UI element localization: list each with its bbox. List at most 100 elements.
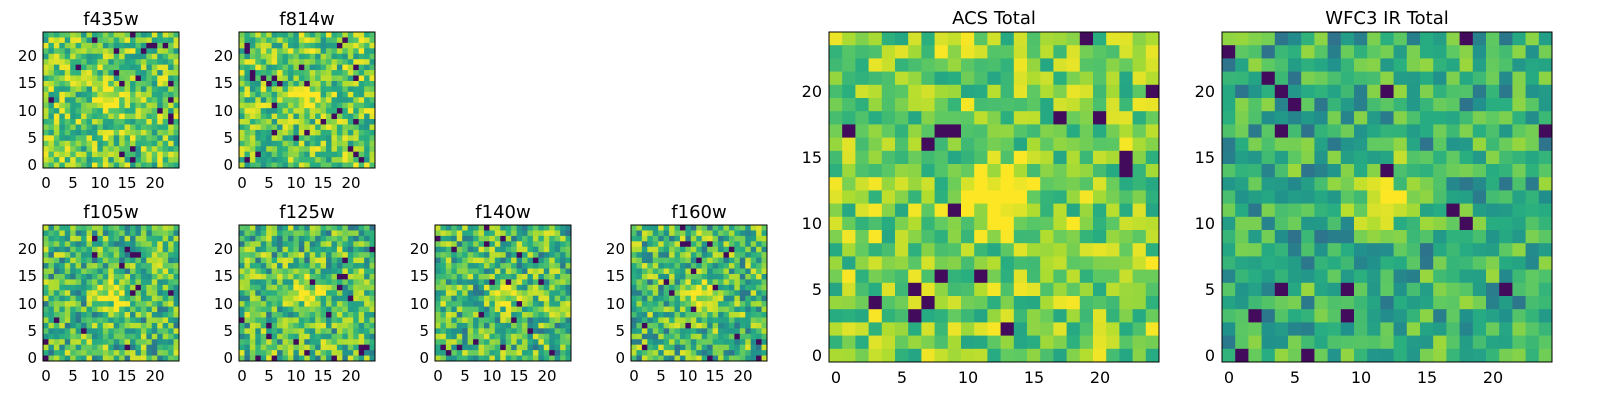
heatmap-cell xyxy=(277,80,283,87)
heatmap-cell xyxy=(658,225,665,231)
heatmap-cell xyxy=(696,339,703,346)
heatmap-cell xyxy=(119,119,125,125)
heatmap-cell xyxy=(315,355,321,362)
heatmap-cell xyxy=(70,53,77,60)
heatmap-cell xyxy=(934,58,949,72)
heatmap-cell xyxy=(1027,150,1041,165)
heatmap-cell xyxy=(271,295,278,302)
heatmap-cell xyxy=(1406,137,1421,152)
heatmap-cell xyxy=(304,312,311,318)
heatmap-cell xyxy=(59,246,66,253)
heatmap-cell xyxy=(961,177,975,191)
heatmap-cell xyxy=(1145,203,1160,218)
heatmap-cell xyxy=(543,333,550,340)
heatmap-cell xyxy=(658,339,665,346)
heatmap-cell xyxy=(707,257,713,264)
heatmap-cell xyxy=(347,350,354,356)
heatmap-cell xyxy=(829,98,843,112)
heatmap-cell xyxy=(636,268,643,275)
heatmap-cell xyxy=(1132,150,1147,165)
heatmap-cell xyxy=(1433,98,1447,112)
heatmap-cell xyxy=(456,322,463,329)
heatmap-cell xyxy=(277,102,283,109)
heatmap-cell xyxy=(326,252,332,259)
heatmap-cell xyxy=(829,164,843,178)
heatmap-cell xyxy=(347,151,354,158)
heatmap-cell xyxy=(271,312,278,318)
heatmap-cell xyxy=(532,279,539,286)
heatmap-cell xyxy=(1013,84,1028,99)
heatmap-cell xyxy=(304,279,311,286)
heatmap-cell xyxy=(81,273,87,280)
heatmap-cell xyxy=(86,151,93,158)
heatmap-cell xyxy=(59,301,66,307)
heatmap-cell xyxy=(91,355,98,362)
heatmap-cell xyxy=(157,86,164,93)
heatmap-cell xyxy=(674,230,681,237)
heatmap-cell xyxy=(102,48,109,55)
heatmap-cell xyxy=(298,162,305,169)
heatmap-cell xyxy=(636,252,643,259)
heatmap-cell xyxy=(750,322,757,329)
heatmap-cell xyxy=(342,146,349,153)
heatmap-cell xyxy=(97,263,104,269)
heatmap-cell xyxy=(369,53,376,60)
heatmap-cell xyxy=(364,86,370,93)
heatmap-cell xyxy=(987,282,1001,297)
heatmap-cell xyxy=(712,225,719,231)
heatmap-cell xyxy=(855,203,869,218)
heatmap-cell xyxy=(304,273,311,280)
heatmap-cell xyxy=(113,252,120,259)
heatmap-cell xyxy=(723,268,730,275)
heatmap-cell xyxy=(855,98,869,112)
heatmap-cell xyxy=(124,64,131,71)
heatmap-cell xyxy=(842,111,856,125)
heatmap-cell xyxy=(255,273,262,280)
heatmap-cell xyxy=(91,344,98,351)
heatmap-cell xyxy=(293,75,300,82)
heatmap-cell xyxy=(336,86,343,93)
heatmap-cell xyxy=(881,230,896,244)
y-tick-label: 10 xyxy=(802,214,822,233)
heatmap-cell xyxy=(97,241,104,248)
heatmap-cell xyxy=(43,284,49,291)
heatmap-cell xyxy=(987,164,1001,178)
heatmap-cell xyxy=(718,263,724,269)
heatmap-cell xyxy=(266,80,273,87)
heatmap-cell xyxy=(728,246,735,253)
heatmap-cell xyxy=(271,146,278,153)
heatmap-cell xyxy=(298,97,305,104)
heatmap-cell xyxy=(48,273,55,280)
heatmap-cell xyxy=(364,146,370,153)
heatmap-cell xyxy=(59,235,66,242)
heatmap-cell xyxy=(745,225,752,231)
heatmap-cell xyxy=(239,301,245,307)
heatmap-cell xyxy=(266,70,273,76)
heatmap-cell xyxy=(652,235,659,242)
heatmap-cell xyxy=(119,102,125,109)
heatmap-cell xyxy=(255,241,262,248)
heatmap-cell xyxy=(658,328,665,335)
heatmap-cell xyxy=(293,225,300,231)
heatmap-cell xyxy=(829,111,843,125)
heatmap-cell xyxy=(162,97,169,104)
heatmap-cell xyxy=(43,64,49,71)
heatmap-cell xyxy=(451,301,458,307)
heatmap-cell xyxy=(761,306,768,313)
heatmap-cell xyxy=(146,102,153,109)
heatmap-cell xyxy=(522,328,528,335)
heatmap-cell xyxy=(298,339,305,346)
heatmap-cell xyxy=(331,86,338,93)
heatmap-cell xyxy=(1248,98,1262,112)
heatmap-cell xyxy=(86,157,93,163)
heatmap-cell xyxy=(266,301,273,307)
heatmap-cell xyxy=(113,151,120,158)
heatmap-cell xyxy=(369,151,376,158)
heatmap-cell xyxy=(326,53,332,60)
heatmap-cell xyxy=(674,339,681,346)
heatmap-cell xyxy=(326,230,332,237)
heatmap-cell xyxy=(342,230,349,237)
heatmap-cell xyxy=(293,290,300,297)
heatmap-cell xyxy=(728,241,735,248)
heatmap-cell xyxy=(1393,243,1408,257)
